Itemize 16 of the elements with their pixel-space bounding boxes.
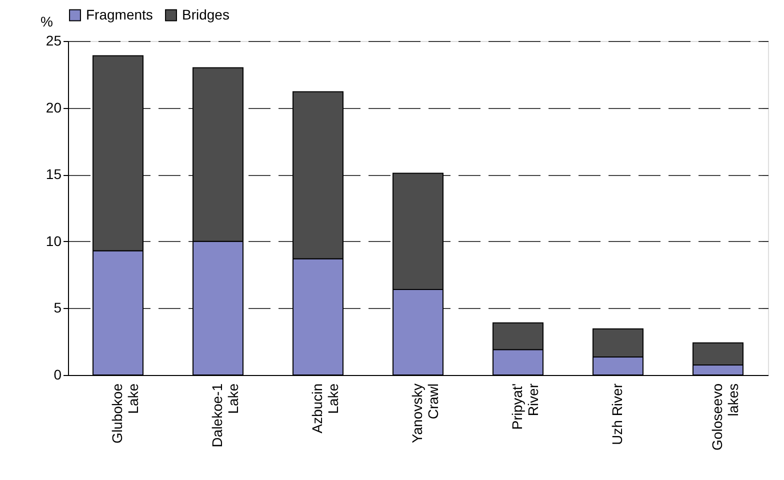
legend-label: Fragments <box>86 6 153 22</box>
y-tick-label: 15 <box>46 166 62 182</box>
x-tick-label: Pripyat' River <box>509 383 541 430</box>
x-tick-label: Goloseevo lakes <box>709 383 741 450</box>
legend-label: Bridges <box>182 6 230 22</box>
y-tick-label: 0 <box>54 366 62 382</box>
y-axis-title: % <box>40 14 53 30</box>
x-tick-label: Dalekoe-1 Lake <box>209 383 241 448</box>
x-tick-label: Glubokoe Lake <box>109 383 141 444</box>
x-tick-label: Yanovsky Crawl <box>409 384 441 444</box>
y-tick-label: 20 <box>46 99 62 116</box>
x-tick-label: Uzh River <box>609 383 625 445</box>
y-tick-label: 5 <box>54 300 62 316</box>
y-tick-label: 10 <box>46 232 62 249</box>
x-tick-label: Azbucin Lake <box>309 383 341 434</box>
y-tick-label: 25 <box>46 32 62 48</box>
